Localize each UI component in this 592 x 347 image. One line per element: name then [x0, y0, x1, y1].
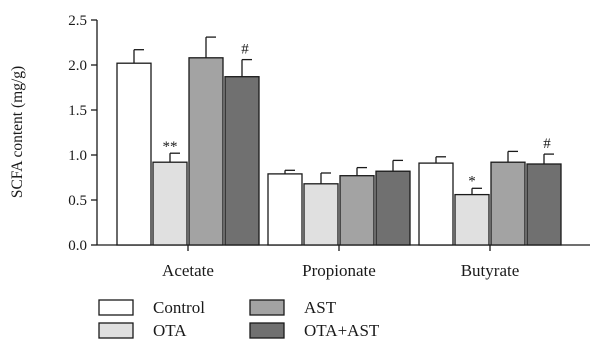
y-tick-label-2-5: 2.5 [68, 13, 87, 29]
y-tick-label-2-0: 2.0 [68, 58, 87, 74]
bar-butyrate-ota-ast [526, 163, 562, 246]
y-tick-label-0-0: 0.0 [68, 238, 87, 254]
significance-acetate-ota-ast: # [241, 42, 249, 58]
legend-swatch-ast [249, 299, 285, 316]
bar-butyrate-ast [490, 161, 526, 246]
significance-butyrate-ota: * [468, 173, 476, 189]
bar-acetate-ota [152, 161, 188, 246]
y-tick-label-1-5: 1.5 [68, 103, 87, 119]
significance-acetate-ota: ** [163, 139, 178, 155]
bar-propionate-ast [339, 175, 375, 246]
legend-swatch-ota-ast [249, 322, 285, 339]
bar-acetate-control [116, 62, 152, 246]
legend-label-ota: OTA [153, 321, 187, 340]
y-tick-label-1-0: 1.0 [68, 148, 87, 164]
bar-butyrate-control [418, 162, 454, 246]
bar-acetate-ota-ast [224, 76, 260, 246]
bar-propionate-ota-ast [375, 170, 411, 246]
y-tick-label-0-5: 0.5 [68, 193, 87, 209]
bar-propionate-ota [303, 183, 339, 246]
x-tick-label-butyrate: Butyrate [461, 261, 520, 280]
x-tick-label-propionate: Propionate [302, 261, 376, 280]
legend-label-ota-ast: OTA+AST [304, 321, 380, 340]
legend-swatch-ota [98, 322, 134, 339]
bar-acetate-ast [188, 57, 224, 246]
legend-label-ast: AST [304, 298, 337, 317]
bar-propionate-control [267, 173, 303, 246]
y-axis-label: SCFA content (mg/g) [9, 66, 26, 198]
significance-butyrate-ota-ast: # [543, 136, 551, 152]
bar-butyrate-ota [454, 193, 490, 246]
x-tick-label-acetate: Acetate [162, 261, 214, 280]
legend-swatch-control [98, 299, 134, 316]
legend-label-control: Control [153, 298, 205, 317]
